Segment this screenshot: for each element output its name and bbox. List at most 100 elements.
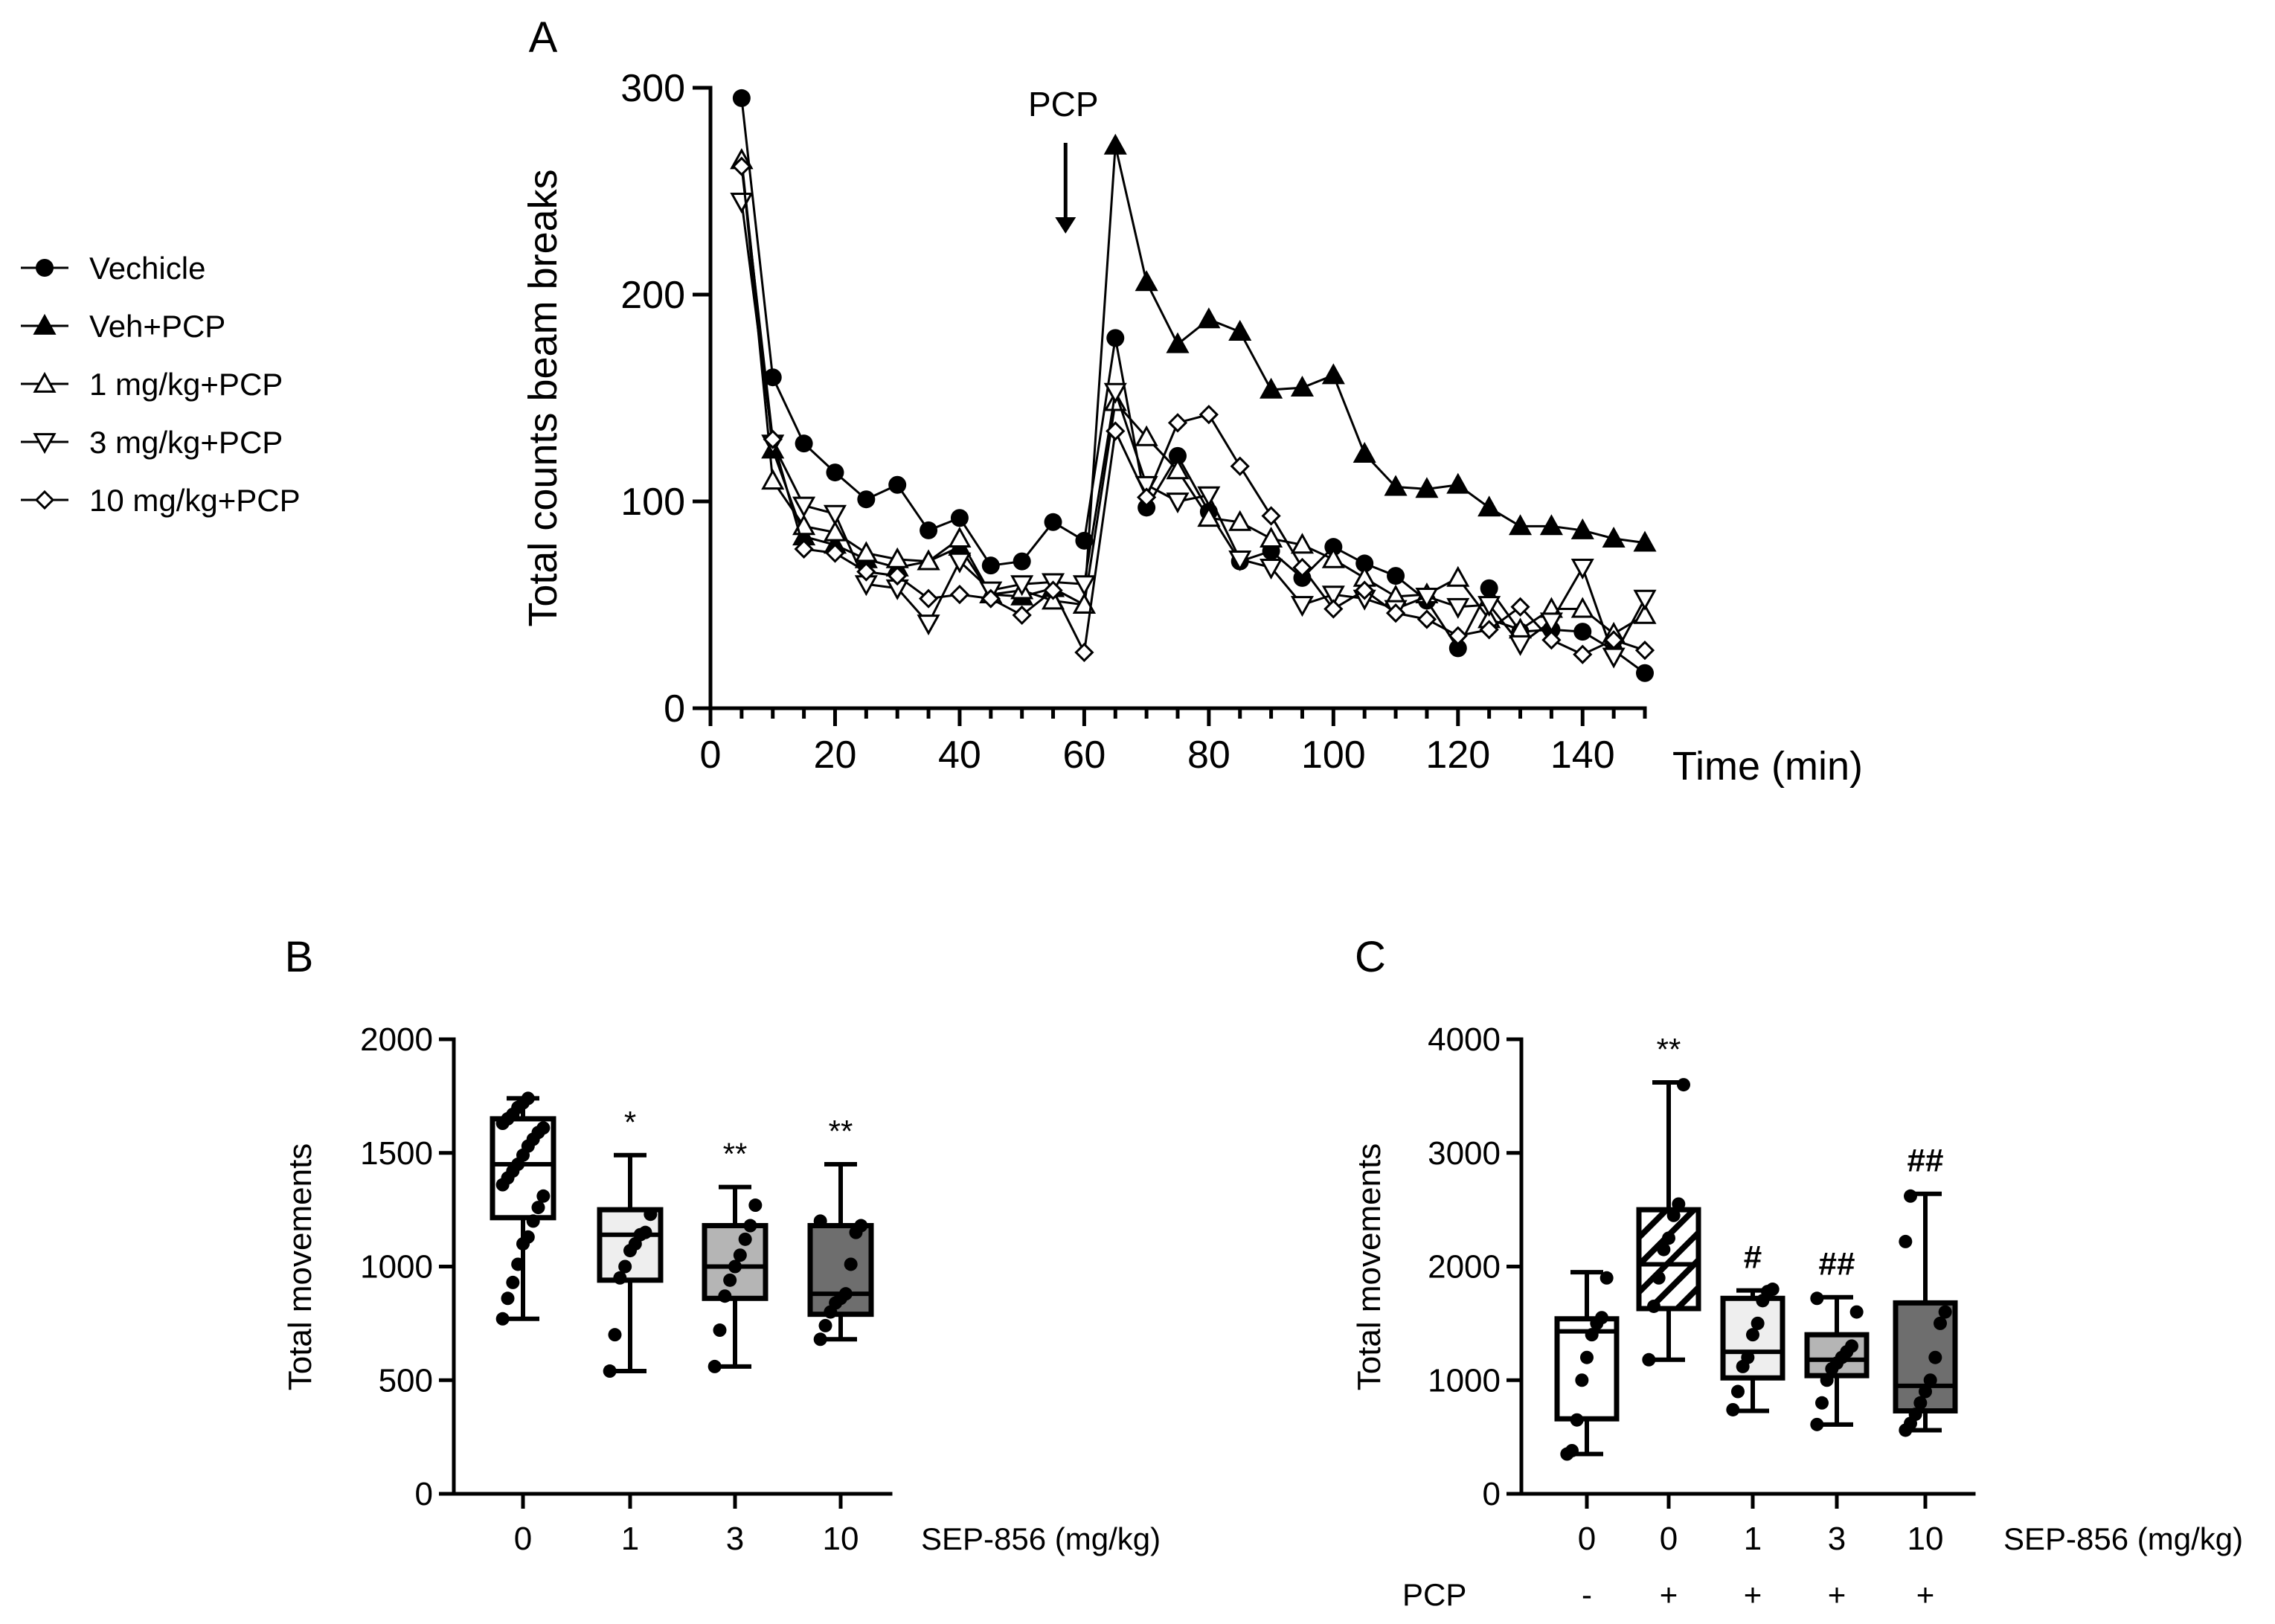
data-point: [1138, 498, 1156, 517]
data-point: [1642, 1352, 1656, 1367]
data-point: [1197, 486, 1221, 507]
data-point: [1228, 510, 1252, 531]
data-point: [1539, 514, 1563, 536]
data-point: [888, 565, 908, 586]
data-point: [1633, 603, 1657, 624]
data-point: [1292, 557, 1312, 578]
data-point: [948, 526, 972, 548]
data-point: [1135, 425, 1158, 446]
data-point: [1510, 597, 1530, 617]
data-point: [1908, 1408, 1922, 1422]
data-point: [948, 552, 972, 574]
data-point: [1137, 487, 1157, 507]
data-point: [823, 520, 847, 542]
y-tick-label: 2000: [360, 1021, 433, 1058]
data-point: [1260, 559, 1283, 580]
data-point: [1815, 1396, 1829, 1410]
y-tick-label: 100: [620, 481, 685, 524]
data-point: [728, 1259, 742, 1274]
data-point: [1103, 133, 1127, 155]
data-point: [950, 509, 969, 527]
data-point: [1636, 664, 1654, 682]
legend-item: 1 mg/kg+PCP: [21, 367, 283, 402]
data-point: [638, 1225, 652, 1239]
pcp-sign: +: [1828, 1577, 1846, 1612]
x-tick-label: 120: [1425, 734, 1490, 777]
data-point: [1415, 587, 1439, 609]
data-point: [1573, 623, 1592, 641]
box-iqr: [1720, 1295, 1785, 1381]
panel-a: A Total counts beam breaks Time (min) PC…: [521, 13, 1863, 789]
x-tick-label: 40: [938, 734, 981, 777]
data-point: [763, 368, 782, 387]
data-point: [1012, 605, 1032, 626]
data-point: [1169, 446, 1187, 465]
data-point: [1044, 513, 1062, 531]
data-point: [1384, 475, 1408, 496]
data-point: [743, 1219, 757, 1233]
legend-label: 10 mg/kg+PCP: [89, 483, 301, 518]
data-point: [1477, 596, 1501, 617]
data-point: [1938, 1305, 1952, 1319]
data-point: [813, 1214, 827, 1228]
data-point: [1043, 580, 1063, 600]
data-point: [1765, 1283, 1780, 1297]
data-point: [1166, 458, 1190, 480]
data-point: [1448, 639, 1467, 658]
data-point: [856, 562, 876, 582]
pcp-annotation-label: PCP: [1028, 85, 1099, 123]
panel-a-letter: A: [529, 13, 558, 62]
data-point: [1810, 1417, 1824, 1431]
legend-label: 3 mg/kg+PCP: [89, 425, 283, 460]
data-point: [1599, 1271, 1614, 1285]
x-category-label: 3: [726, 1521, 744, 1557]
data-point: [1575, 1373, 1589, 1387]
legend: Vechicle Veh+PCP 1 mg/kg+PCP 3 mg/kg+PCP 10 …: [21, 251, 301, 518]
data-point: [1321, 547, 1345, 568]
data-point: [854, 541, 878, 562]
data-point: [1726, 1402, 1740, 1416]
series-line: [740, 97, 1646, 674]
data-point: [1324, 538, 1343, 556]
data-point: [501, 1291, 515, 1306]
data-point: [1508, 635, 1533, 656]
x-category-label: 1: [621, 1521, 639, 1557]
data-point: [713, 1323, 727, 1338]
data-point: [618, 1259, 632, 1274]
data-point: [981, 588, 1001, 609]
data-point: [1647, 1299, 1660, 1313]
x-category-label: 10: [1907, 1521, 1944, 1557]
data-point: [1072, 575, 1096, 597]
x-tick-label: 20: [814, 734, 857, 777]
data-point: [1480, 579, 1498, 597]
data-point: [825, 543, 845, 563]
data-point: [733, 1248, 747, 1262]
data-point: [854, 1219, 868, 1233]
data-point: [1166, 332, 1190, 353]
data-point: [1934, 1316, 1947, 1330]
data-point: [794, 539, 814, 559]
y-tick-label: 3000: [1428, 1135, 1501, 1172]
legend-label: Veh+PCP: [89, 309, 225, 344]
data-point: [818, 1318, 832, 1332]
data-point: [823, 504, 847, 526]
data-point: [763, 429, 783, 449]
data-point: [1323, 599, 1344, 619]
data-point: [732, 89, 751, 107]
box-group: 1 # +: [1720, 1239, 1785, 1612]
data-point: [1355, 554, 1374, 573]
data-point: [644, 1207, 658, 1222]
panel-c: C Total movements SEP-856 (mg/kg) PCP 0 1…: [1351, 933, 2243, 1612]
data-point: [1416, 609, 1437, 629]
significance-label: **: [829, 1114, 853, 1149]
data-point: [981, 556, 1000, 575]
panel-c-ylabel: Total movements: [1351, 1143, 1387, 1391]
data-point: [1904, 1189, 1917, 1203]
data-point: [748, 1198, 763, 1213]
data-point: [1913, 1396, 1928, 1410]
data-point: [1290, 533, 1315, 554]
box-group: 3 **: [702, 1137, 769, 1557]
significance-label: ##: [1819, 1246, 1855, 1283]
x-tick-label: 140: [1550, 734, 1615, 777]
data-point: [1261, 506, 1281, 526]
